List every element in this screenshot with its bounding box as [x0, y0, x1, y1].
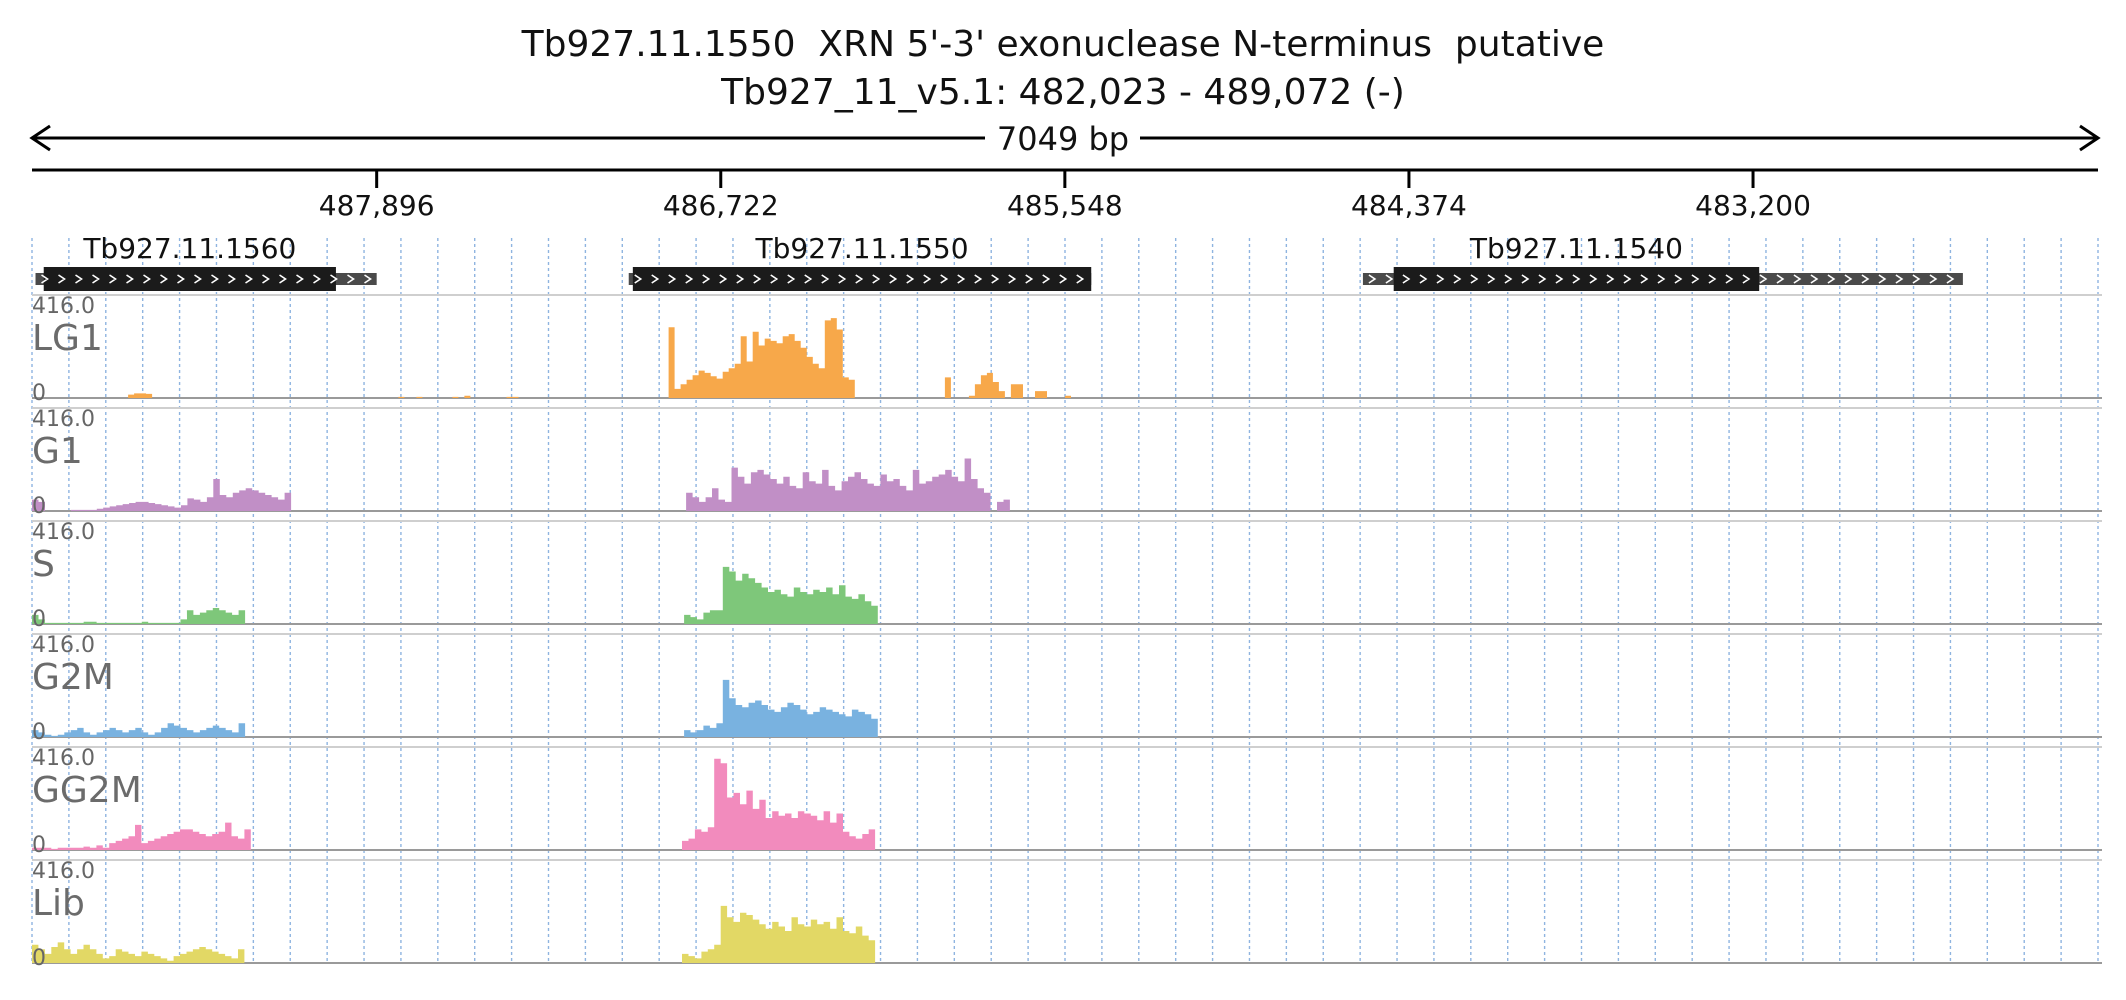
chart-subtitle: Tb927_11_v5.1: 482,023 - 489,072 (-): [721, 72, 1405, 113]
x-tick-label: 483,200: [1695, 189, 1811, 222]
track-ymin-label: 0: [32, 494, 46, 519]
track-name: LG1: [32, 318, 103, 359]
gene-strand-arrows: [1368, 274, 1955, 284]
chart-title: Tb927.11.1550 XRN 5'-3' exonuclease N-te…: [521, 24, 1605, 65]
coverage-area: [32, 905, 2098, 963]
track-ymax-label: 416.0: [32, 633, 95, 658]
coverage-track-g1: 416.0G1 0: [32, 407, 2102, 519]
track-name: G1: [32, 431, 83, 472]
track-ymax-label: 416.0: [32, 407, 95, 432]
track-ymin-label: 0: [32, 946, 46, 971]
track-name: G2M: [32, 657, 114, 698]
gene-strand-arrows: [41, 274, 372, 284]
gene-label: Tb927.11.1550: [755, 232, 969, 265]
x-tick-label: 485,548: [1007, 189, 1123, 222]
gene-strand-arrows: [634, 274, 1085, 284]
gene-label: Tb927.11.1540: [1469, 232, 1683, 265]
x-tick-label: 486,722: [663, 189, 779, 222]
track-name: GG2M: [32, 770, 142, 811]
track-ymax-label: 416.0: [32, 859, 95, 884]
track-ymax-label: 416.0: [32, 520, 95, 545]
span-arrowhead-left: [29, 124, 51, 152]
span-arrowhead-right: [2079, 124, 2101, 152]
x-tick-label: 487,896: [319, 189, 435, 222]
coverage-area: [32, 458, 2098, 511]
gene-track: Tb927.11.1560 Tb927.11.1550 Tb927.11.1540: [35, 232, 1963, 291]
x-axis: 487,896 486,722 485,548 484,374 483,200: [32, 168, 2098, 222]
track-ymin-label: 0: [32, 833, 46, 858]
span-label: 7049 bp: [997, 120, 1129, 158]
coverage-track-s: 416.0S 0: [32, 520, 2102, 632]
coverage-area: [32, 758, 2098, 850]
track-ymin-label: 0: [32, 720, 46, 745]
coverage-area: [32, 566, 2098, 624]
span-indicator: 7049 bp: [29, 120, 2101, 158]
gene-label: Tb927.11.1560: [82, 232, 296, 265]
track-ymin-label: 0: [32, 607, 46, 632]
coverage-area: [32, 679, 2098, 737]
track-name: S: [32, 544, 55, 585]
coverage-tracks: 416.0LG10416.0G10416.0S0416.0G2M0416.0GG…: [32, 294, 2102, 971]
gene-cds: [43, 267, 336, 291]
track-ymax-label: 416.0: [32, 294, 95, 319]
track-name: Lib: [32, 883, 85, 924]
track-ymax-label: 416.0: [32, 746, 95, 771]
gene-cds: [1393, 267, 1760, 291]
track-ymin-label: 0: [32, 381, 46, 406]
grid: [31, 238, 2099, 962]
x-tick-label: 484,374: [1351, 189, 1467, 222]
